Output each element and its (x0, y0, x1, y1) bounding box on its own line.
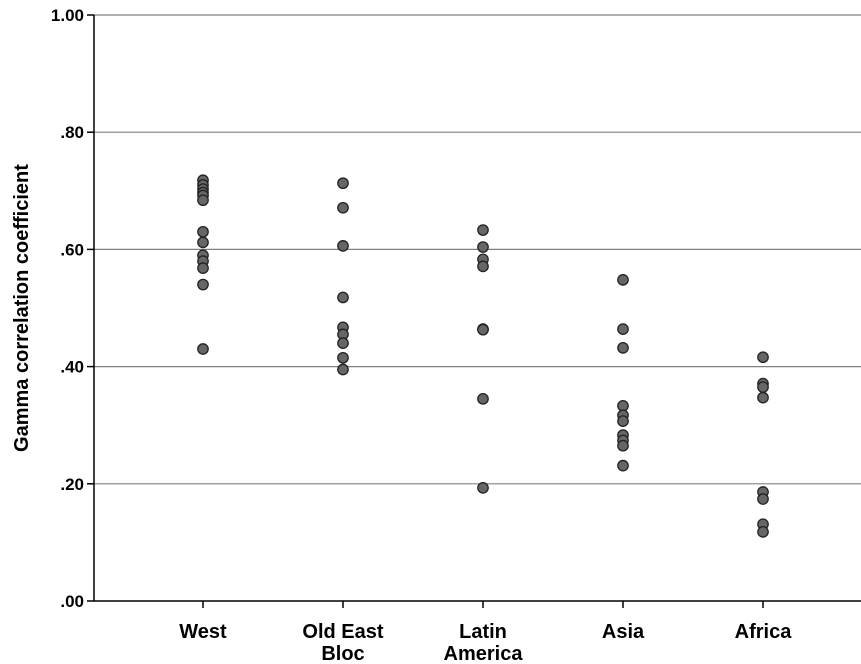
data-point (197, 194, 209, 207)
x-category-label-line: Latin (459, 621, 507, 643)
y-axis-title: Gamma correlation coefficient (11, 164, 33, 452)
data-point (337, 363, 349, 376)
data-point (197, 343, 209, 355)
y-tick-label: .40 (60, 358, 84, 377)
data-point (757, 381, 769, 393)
data-point (337, 201, 349, 214)
x-category-label-line: America (444, 643, 524, 664)
data-point (617, 459, 629, 472)
x-category-label: West (179, 621, 227, 643)
data-point (197, 225, 209, 238)
data-point (197, 236, 209, 249)
x-category-label-line: Africa (735, 621, 793, 643)
x-category-label-line: Old East (302, 621, 383, 643)
data-point (477, 482, 489, 494)
x-category-label: Old East Bloc (302, 621, 383, 664)
data-point (477, 224, 489, 236)
y-axis-ticks: .00 .20 .40 .60 .80 1.00 (51, 6, 94, 611)
data-point (757, 526, 769, 538)
y-tick-label: .00 (60, 592, 84, 611)
y-tick-label: .80 (60, 123, 84, 142)
data-point (617, 274, 629, 286)
data-point (617, 439, 629, 452)
data-point (197, 262, 209, 275)
data-point (477, 241, 489, 253)
x-category-label: Africa (735, 621, 793, 643)
data-point (337, 240, 349, 252)
x-category-label: Latin America (444, 621, 524, 664)
data-point (757, 493, 769, 505)
data-point (337, 291, 349, 304)
data-point (337, 337, 349, 350)
data-point (337, 351, 349, 364)
data-point (477, 392, 489, 405)
data-point (197, 278, 209, 291)
x-category-label-line: Asia (602, 621, 645, 643)
y-tick-label: .20 (60, 475, 84, 494)
data-point (617, 341, 629, 354)
x-category-label-line: Bloc (321, 643, 364, 664)
data-point (757, 391, 769, 404)
data-point (477, 260, 489, 273)
data-point (477, 323, 489, 336)
data-point (337, 177, 349, 190)
gridlines (94, 14, 861, 485)
axes (93, 15, 861, 602)
x-axis-category-labels: West Old East Bloc Latin America Asia Africa (179, 601, 792, 664)
y-tick-label: 1.00 (51, 6, 84, 25)
x-category-label: Asia (602, 621, 645, 643)
x-category-label-line: West (179, 621, 227, 643)
y-tick-label: .60 (60, 240, 84, 259)
data-point (617, 415, 629, 427)
data-point (757, 351, 769, 364)
data-point (617, 323, 629, 335)
data-points (197, 174, 769, 538)
